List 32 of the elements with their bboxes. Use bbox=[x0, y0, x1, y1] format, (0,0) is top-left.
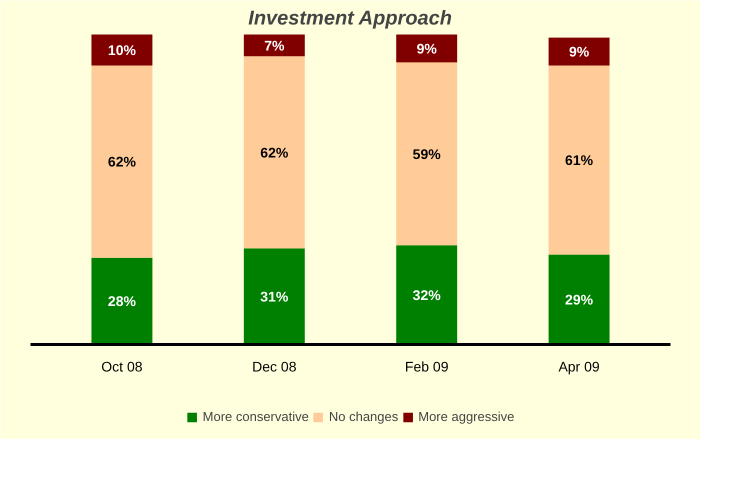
bar bbox=[396, 245, 458, 344]
data-label: 32% bbox=[412, 286, 442, 303]
data-label: 10% bbox=[108, 42, 136, 58]
data-label: 29% bbox=[565, 292, 594, 308]
bar bbox=[548, 254, 610, 344]
data-label: 62% bbox=[260, 144, 289, 160]
data-label: 28% bbox=[108, 293, 136, 310]
data-label: 9% bbox=[568, 44, 590, 60]
data-label: 62% bbox=[108, 154, 136, 170]
legend-label: No changes bbox=[328, 409, 398, 424]
bar bbox=[244, 248, 305, 344]
bar bbox=[91, 34, 152, 66]
bar bbox=[91, 258, 152, 344]
x-tick-label: Apr 09 bbox=[558, 358, 600, 374]
bar bbox=[548, 38, 610, 66]
data-label: 59% bbox=[412, 146, 442, 162]
data-label: 61% bbox=[565, 152, 594, 168]
data-label: 31% bbox=[260, 288, 289, 304]
bar bbox=[548, 66, 610, 255]
chart-title: Investment Approach bbox=[248, 8, 452, 30]
legend-label: More aggressive bbox=[418, 409, 514, 424]
data-label: 9% bbox=[416, 40, 438, 56]
data-label: 7% bbox=[264, 37, 285, 54]
bar bbox=[244, 56, 305, 248]
bar bbox=[396, 62, 458, 246]
bar bbox=[396, 34, 458, 62]
bar bbox=[244, 34, 305, 56]
legend-label: More conservative bbox=[202, 409, 309, 424]
x-tick-label: Oct 08 bbox=[101, 358, 143, 374]
x-tick-label: Dec 08 bbox=[252, 358, 297, 374]
bar bbox=[91, 66, 152, 258]
x-tick-label: Feb 09 bbox=[404, 358, 449, 374]
